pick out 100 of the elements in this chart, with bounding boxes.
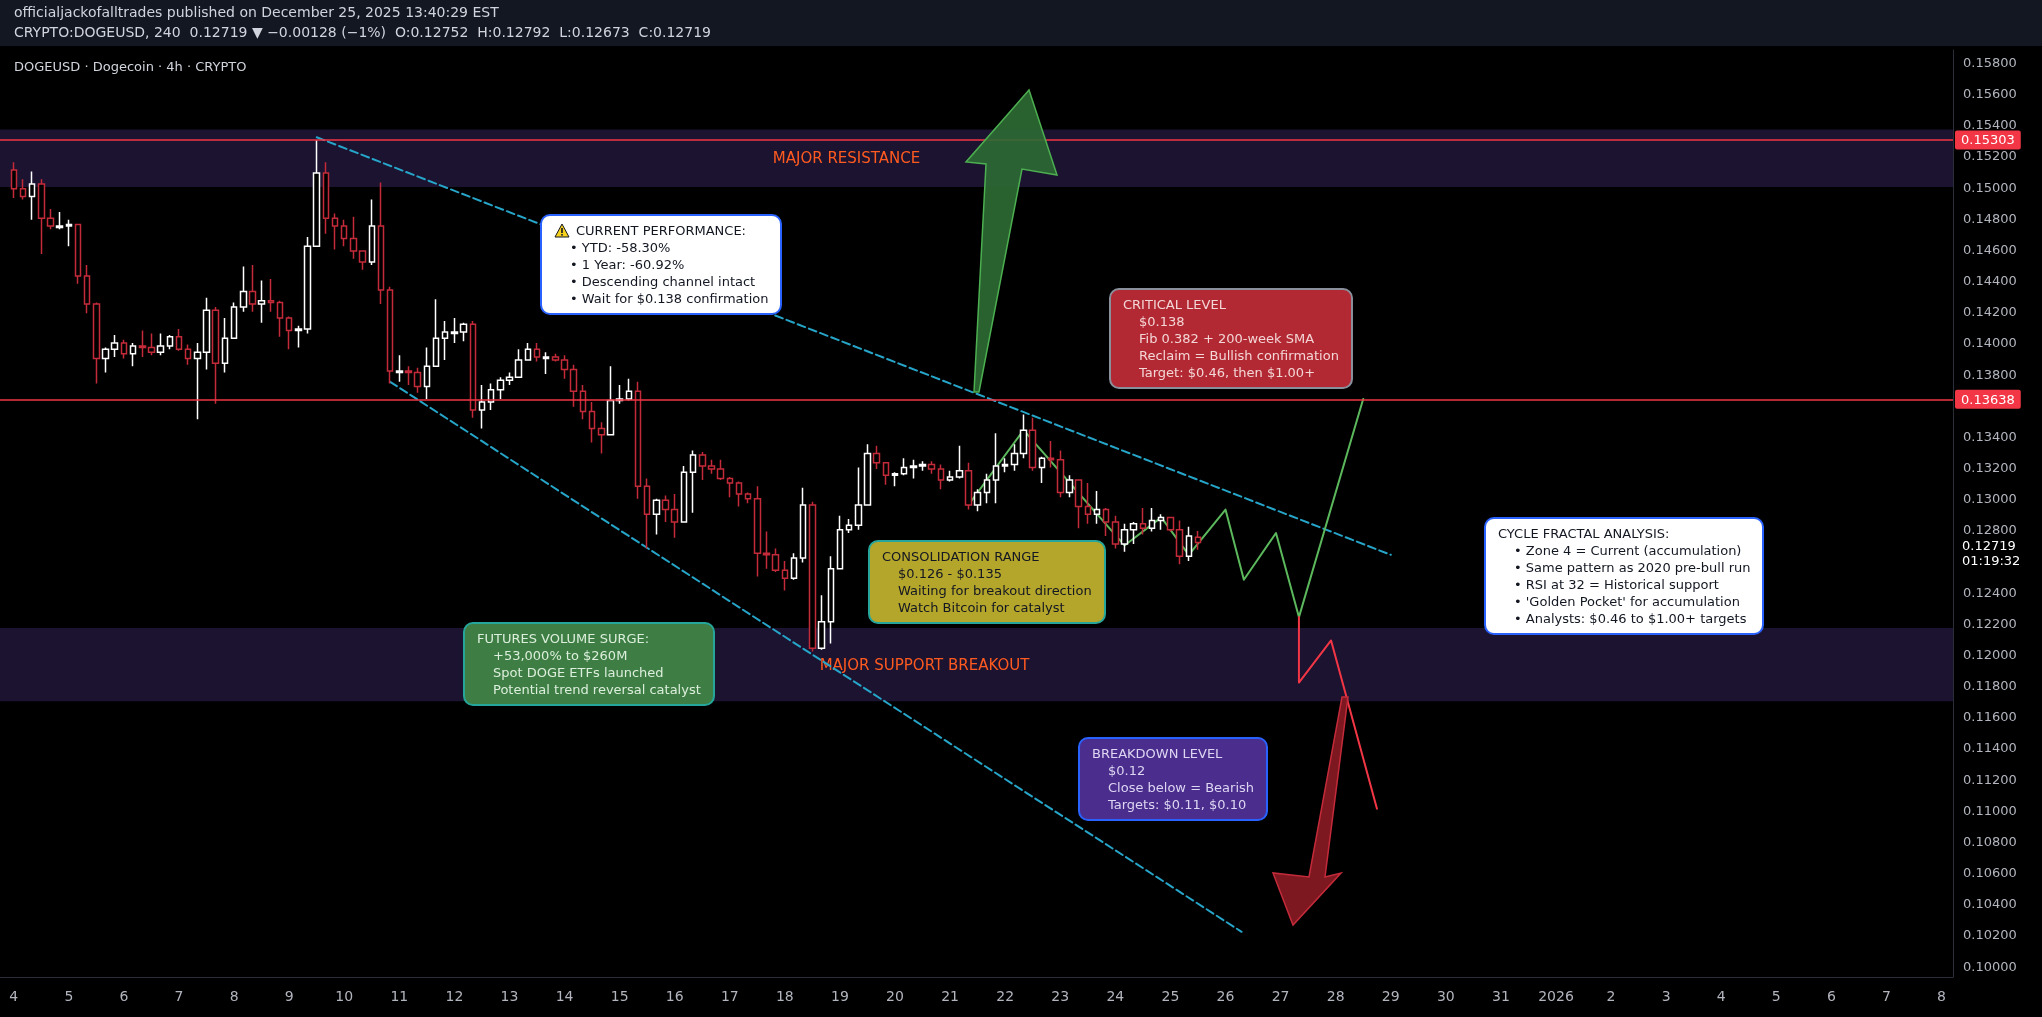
candlestick bbox=[101, 346, 110, 374]
candlestick bbox=[927, 460, 936, 475]
candlestick bbox=[294, 325, 303, 349]
candlestick bbox=[19, 178, 27, 201]
candlestick bbox=[900, 457, 908, 477]
candlestick bbox=[560, 354, 569, 380]
candlestick bbox=[652, 497, 661, 536]
x-tick-label: 9 bbox=[284, 988, 294, 1004]
x-tick-label: 12 bbox=[445, 988, 464, 1004]
candlestick bbox=[377, 181, 385, 305]
x-tick-label: 19 bbox=[831, 988, 849, 1004]
annotation: BREAKDOWN LEVEL $0.12 Close below = Bearish Targets: $0.11, $0.10 bbox=[1092, 745, 1255, 813]
candlestick bbox=[836, 515, 844, 570]
y-tick-label: 0.10600 bbox=[1963, 865, 2017, 881]
y-tick-label: 0.10800 bbox=[1963, 833, 2017, 849]
x-tick-label: 4 bbox=[1716, 988, 1726, 1004]
annotation: CURRENT PERFORMANCE: • YTD: -58.30% • 1 Year: -60.92% • Descending channel intact • Wait for $0.138 confirmation bbox=[570, 222, 769, 307]
candlestick bbox=[193, 342, 202, 420]
candlestick bbox=[1185, 525, 1193, 562]
x-tick-label: 6 bbox=[1826, 988, 1836, 1004]
candlestick bbox=[496, 376, 505, 400]
y-tick-label: 0.11400 bbox=[1963, 740, 2017, 756]
x-tick-label: 8 bbox=[229, 988, 239, 1004]
candlestick bbox=[83, 264, 91, 315]
candlestick bbox=[340, 219, 348, 248]
candlestick bbox=[147, 332, 156, 357]
y-tick-label: 0.14400 bbox=[1963, 273, 2017, 289]
x-tick-label: 20 bbox=[886, 988, 904, 1004]
candlestick bbox=[120, 339, 128, 360]
candlestick bbox=[450, 317, 459, 344]
candlestick bbox=[680, 465, 688, 523]
candlestick bbox=[891, 471, 899, 487]
x-tick-label: 14 bbox=[555, 988, 574, 1004]
candlestick bbox=[808, 501, 817, 653]
candlestick bbox=[110, 334, 119, 358]
y-tick-label: 0.11800 bbox=[1963, 678, 2017, 694]
candlestick bbox=[661, 494, 670, 523]
y-tick-label: 0.12400 bbox=[1963, 584, 2017, 600]
candlestick bbox=[1010, 443, 1019, 472]
candlestick bbox=[854, 466, 863, 531]
callout-box: CRITICAL LEVEL $0.138 Fib 0.382 + 200-week SMA Reclaim = Bullish confirmation Target: $0.46, then $1.00+ bbox=[1109, 288, 1353, 389]
y-tick-label: 0.10200 bbox=[1963, 927, 2017, 943]
band-label: MAJOR SUPPORT BREAKOUT bbox=[819, 655, 1031, 674]
candlestick bbox=[827, 555, 835, 645]
x-tick-label: 11 bbox=[390, 988, 409, 1004]
candlestick bbox=[790, 552, 798, 581]
candlestick bbox=[312, 139, 321, 248]
y-tick-label: 0.13200 bbox=[1963, 460, 2017, 476]
candlestick bbox=[597, 421, 606, 455]
candlestick bbox=[1157, 513, 1165, 531]
candlestick bbox=[1065, 474, 1074, 498]
candlestick bbox=[937, 463, 945, 491]
x-tick-label: 8 bbox=[1937, 988, 1946, 1004]
y-tick-label: 0.13000 bbox=[1963, 491, 2017, 507]
x-tick-label: 29 bbox=[1381, 988, 1400, 1004]
candlestick bbox=[459, 321, 468, 343]
candlestick bbox=[542, 351, 550, 375]
y-tick-label: 0.12200 bbox=[1963, 615, 2017, 631]
callout-box: CURRENT PERFORMANCE: • YTD: -58.30% • 1 Year: -60.92% • Descending channel intact • Wait for $0.138 confirmation bbox=[540, 214, 783, 315]
candlestick bbox=[1129, 521, 1138, 545]
candlestick bbox=[973, 488, 982, 512]
candlestick bbox=[432, 298, 440, 368]
x-tick-label: 23 bbox=[1051, 988, 1070, 1004]
candlestick bbox=[909, 459, 918, 480]
candlestick bbox=[358, 250, 367, 271]
candlestick bbox=[946, 469, 954, 483]
candlestick bbox=[514, 348, 523, 378]
candlestick bbox=[845, 518, 853, 534]
candlestick bbox=[239, 265, 248, 313]
candlestick bbox=[166, 334, 174, 350]
ref-line-label: 0.15303 bbox=[1961, 132, 2015, 148]
callout-box: FUTURES VOLUME SURGE: +53,000% to $260M Spot DOGE ETFs launched Potential trend reversal catalyst bbox=[463, 622, 715, 706]
candlestick bbox=[248, 264, 257, 313]
candlestick bbox=[771, 547, 780, 573]
y-tick-label: 0.15000 bbox=[1963, 179, 2017, 195]
candlestick bbox=[202, 296, 211, 371]
annotation: CONSOLIDATION RANGE $0.126 - $0.135 Waiting for breakout direction Watch Bitcoin for catalyst bbox=[882, 548, 1092, 616]
y-tick-label: 0.13800 bbox=[1963, 366, 2017, 382]
annotation: FUTURES VOLUME SURGE: +53,000% to $260M Spot DOGE ETFs launched Potential trend reversal catalyst bbox=[477, 630, 701, 698]
candlestick bbox=[129, 342, 137, 368]
candlestick bbox=[1148, 507, 1156, 533]
candlestick bbox=[184, 343, 192, 366]
candlestick bbox=[670, 493, 679, 539]
candlestick bbox=[368, 198, 376, 266]
candlestick bbox=[1111, 515, 1120, 550]
candlestick bbox=[276, 300, 284, 338]
x-tick-label: 30 bbox=[1436, 988, 1455, 1004]
annotation: CRITICAL LEVEL $0.138 Fib 0.382 + 200-week SMA Reclaim = Bullish confirmation Target: $0.46, then $1.00+ bbox=[1123, 296, 1339, 381]
candlestick bbox=[413, 367, 422, 394]
candlestick bbox=[285, 315, 293, 350]
candlestick bbox=[1175, 519, 1184, 565]
candlestick bbox=[964, 462, 973, 511]
annotation: DOGEUSD · Dogecoin · 4h · CRYPTO bbox=[14, 58, 247, 75]
candlestick bbox=[744, 491, 752, 505]
candlestick bbox=[349, 215, 358, 260]
y-tick-label: 0.10000 bbox=[1963, 958, 2017, 974]
candlestick bbox=[698, 451, 707, 481]
candlestick bbox=[707, 459, 716, 475]
candlestick bbox=[689, 449, 697, 514]
candlestick bbox=[606, 365, 615, 436]
